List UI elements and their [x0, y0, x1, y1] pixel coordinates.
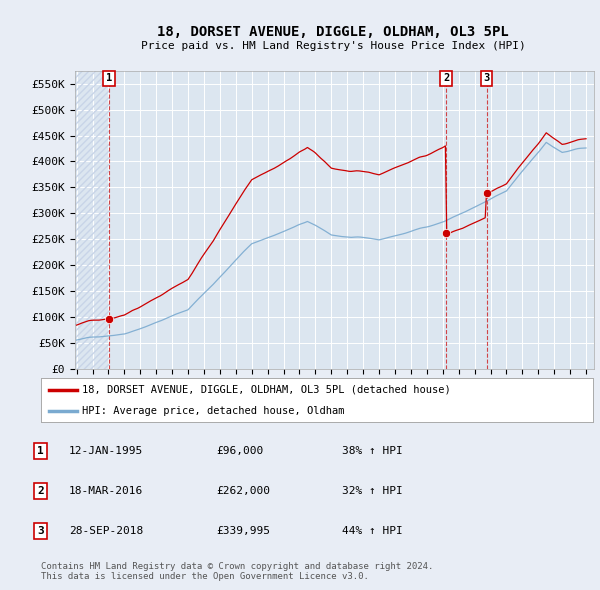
Bar	[75, 71, 109, 369]
Text: 18, DORSET AVENUE, DIGGLE, OLDHAM, OL3 5PL (detached house): 18, DORSET AVENUE, DIGGLE, OLDHAM, OL3 5…	[82, 385, 451, 395]
Text: 1: 1	[106, 73, 112, 83]
Text: 18-MAR-2016: 18-MAR-2016	[69, 486, 143, 496]
Text: 3: 3	[37, 526, 44, 536]
Text: 44% ↑ HPI: 44% ↑ HPI	[342, 526, 403, 536]
Text: 32% ↑ HPI: 32% ↑ HPI	[342, 486, 403, 496]
Text: £96,000: £96,000	[216, 447, 263, 456]
Text: Price paid vs. HM Land Registry's House Price Index (HPI): Price paid vs. HM Land Registry's House …	[140, 41, 526, 51]
Text: 2: 2	[37, 486, 44, 496]
Text: 2: 2	[443, 73, 449, 83]
Text: 28-SEP-2018: 28-SEP-2018	[69, 526, 143, 536]
Text: Contains HM Land Registry data © Crown copyright and database right 2024.
This d: Contains HM Land Registry data © Crown c…	[41, 562, 433, 581]
Text: 1: 1	[37, 447, 44, 456]
Text: 3: 3	[484, 73, 490, 83]
Text: 18, DORSET AVENUE, DIGGLE, OLDHAM, OL3 5PL: 18, DORSET AVENUE, DIGGLE, OLDHAM, OL3 5…	[157, 25, 509, 40]
Text: 38% ↑ HPI: 38% ↑ HPI	[342, 447, 403, 456]
Text: £262,000: £262,000	[216, 486, 270, 496]
Text: £339,995: £339,995	[216, 526, 270, 536]
Text: HPI: Average price, detached house, Oldham: HPI: Average price, detached house, Oldh…	[82, 406, 344, 416]
Text: 12-JAN-1995: 12-JAN-1995	[69, 447, 143, 456]
